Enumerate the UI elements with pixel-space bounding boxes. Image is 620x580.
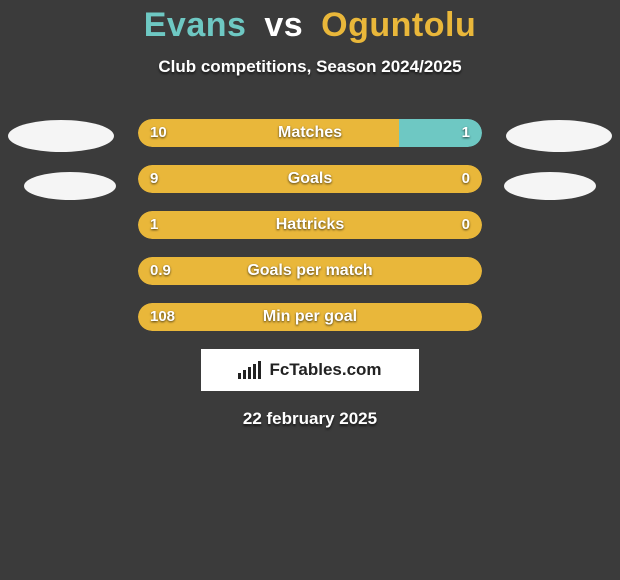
stat-bar-row: 108Min per goal (138, 303, 482, 331)
stat-bar-row: 9Goals0 (138, 165, 482, 193)
subtitle: Club competitions, Season 2024/2025 (0, 57, 620, 77)
stat-bars: 10Matches19Goals01Hattricks00.9Goals per… (138, 119, 482, 331)
comparison-title: Evans vs Oguntolu (0, 0, 620, 45)
stat-bar-row: 0.9Goals per match (138, 257, 482, 285)
title-vs: vs (264, 6, 303, 44)
stat-right-value: 0 (462, 165, 470, 193)
stat-right-value: 1 (462, 119, 470, 147)
date-line: 22 february 2025 (0, 409, 620, 429)
stat-label: Goals (138, 165, 482, 193)
player1-avatar-shape (8, 120, 114, 152)
player2-avatar-shape (506, 120, 612, 152)
signal-bars-icon (238, 361, 263, 379)
player2-avatar-shape (504, 172, 596, 200)
stat-bar-row: 1Hattricks0 (138, 211, 482, 239)
player1-avatar-shape (24, 172, 116, 200)
stat-label: Min per goal (138, 303, 482, 331)
title-player1: Evans (144, 6, 247, 44)
title-player2: Oguntolu (321, 6, 476, 44)
branding-badge: FcTables.com (201, 349, 419, 391)
branding-text: FcTables.com (269, 360, 381, 380)
stat-bar-row: 10Matches1 (138, 119, 482, 147)
stat-label: Goals per match (138, 257, 482, 285)
stat-right-value: 0 (462, 211, 470, 239)
stat-label: Hattricks (138, 211, 482, 239)
stat-label: Matches (138, 119, 482, 147)
